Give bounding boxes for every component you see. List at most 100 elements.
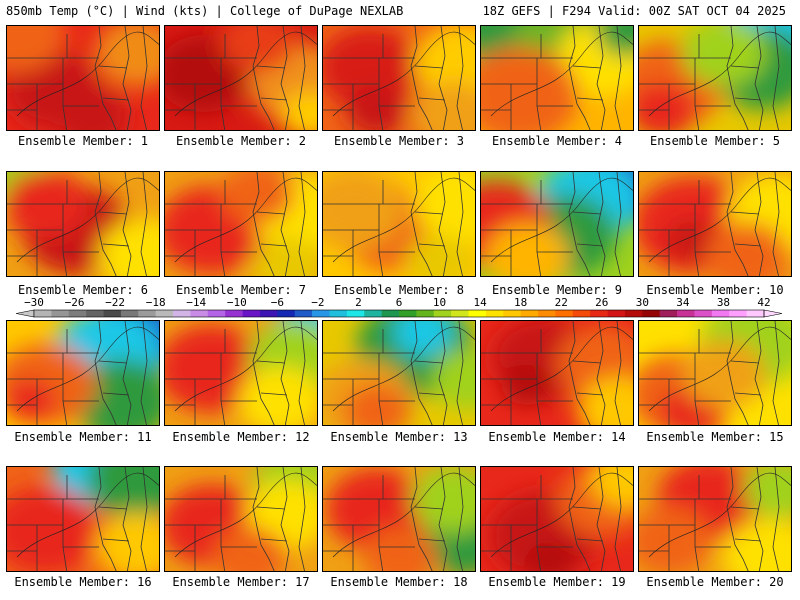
- ensemble-member-label: Ensemble Member: 12: [172, 430, 310, 444]
- temperature-region: [392, 321, 454, 357]
- colorbar-tick-label: −18: [146, 296, 166, 309]
- ensemble-member-map: [164, 171, 318, 277]
- colorbar-segment: [259, 310, 278, 317]
- ensemble-member-map: [322, 25, 476, 131]
- colorbar-segment: [607, 310, 626, 317]
- wind-streamline: [332, 31, 475, 117]
- colorbar-segment: [68, 310, 87, 317]
- ensemble-member-map: [322, 171, 476, 277]
- temperature-field: [639, 172, 791, 276]
- temperature-region: [238, 366, 317, 425]
- state-borders: [323, 26, 464, 130]
- colorbar-tick-label: −14: [186, 296, 206, 309]
- colorbar-segment: [433, 310, 452, 317]
- temperature-field: [165, 467, 317, 571]
- colorbar-segment: [520, 310, 539, 317]
- ensemble-member-label: Ensemble Member: 19: [488, 575, 626, 589]
- colorbar-segment: [346, 310, 365, 317]
- state-borders: [7, 321, 148, 425]
- colorbar-tick-label: 38: [717, 296, 730, 309]
- temperature-region: [280, 91, 317, 130]
- temperature-region: [577, 376, 633, 425]
- colorbar-segment: [711, 310, 730, 317]
- colorbar-tick-label: −30: [24, 296, 44, 309]
- wind-streamline: [16, 472, 159, 558]
- state-borders: [165, 321, 306, 425]
- state-borders: [481, 467, 622, 571]
- colorbar-tick-label: 14: [473, 296, 487, 309]
- temperature-region: [7, 172, 88, 239]
- colorbar-segment: [381, 310, 400, 317]
- colorbar-segment: [190, 310, 209, 317]
- chart-header-right: 18Z GEFS | F294 Valid: 00Z SAT OCT 04 20…: [482, 4, 786, 18]
- temperature-region: [323, 172, 405, 251]
- ensemble-member-map: [638, 466, 792, 572]
- colorbar-segment: [329, 310, 348, 317]
- colorbar-outline: [33, 309, 765, 318]
- temperature-field: [165, 172, 317, 276]
- colorbar-segment: [173, 310, 191, 317]
- ensemble-member-label: Ensemble Member: 17: [172, 575, 310, 589]
- temperature-region: [681, 26, 767, 87]
- temperature-region: [54, 85, 129, 130]
- colorbar-segment: [729, 310, 747, 317]
- temperature-field: [323, 321, 475, 425]
- state-borders: [7, 172, 148, 276]
- ensemble-member-label: Ensemble Member: 13: [330, 430, 468, 444]
- ensemble-member-map: [6, 25, 160, 131]
- temperature-region: [681, 339, 767, 409]
- wind-streamline: [490, 177, 633, 263]
- ensemble-member-label: Ensemble Member: 18: [330, 575, 468, 589]
- colorbar-tick-label: 6: [396, 296, 403, 309]
- ensemble-member-label: Ensemble Member: 15: [646, 430, 784, 444]
- temperature-region: [250, 237, 317, 276]
- temperature-field: [7, 172, 159, 276]
- colorbar-right-arrow: [763, 309, 783, 318]
- ensemble-member-label: Ensemble Member: 9: [491, 283, 623, 297]
- ensemble-member-label: Ensemble Member: 16: [14, 575, 152, 589]
- colorbar-tick-label: 34: [676, 296, 690, 309]
- ensemble-member-map: [480, 466, 634, 572]
- colorbar-segment: [590, 310, 608, 317]
- ensemble-member-label: Ensemble Member: 4: [491, 134, 623, 148]
- wind-streamline: [16, 326, 159, 412]
- colorbar-segment: [277, 310, 296, 317]
- colorbar-segment: [155, 310, 174, 317]
- temperature-field: [7, 321, 159, 425]
- ensemble-member-map: [164, 320, 318, 426]
- temperature-colorbar: −30 −26 −22 −18 −14 −10 −6 −2 2 6 10 14 18 22 26 30 34 38…: [15, 296, 783, 318]
- temperature-field: [639, 321, 791, 425]
- ensemble-member-map: [164, 466, 318, 572]
- ensemble-member-label: Ensemble Member: 14: [488, 430, 626, 444]
- temperature-region: [220, 26, 295, 73]
- colorbar-segment: [555, 310, 574, 317]
- wind-streamline: [648, 472, 791, 558]
- temperature-field: [323, 172, 475, 276]
- ensemble-member-label: Ensemble Member: 10: [646, 283, 784, 297]
- colorbar-tick-label: 30: [636, 296, 649, 309]
- ensemble-member-label: Ensemble Member: 8: [333, 283, 465, 297]
- ensemble-member-map: [638, 320, 792, 426]
- temperature-field: [165, 26, 317, 130]
- temperature-region: [7, 26, 66, 73]
- colorbar-tick-label: −2: [311, 296, 324, 309]
- ensemble-member-label: Ensemble Member: 20: [646, 575, 784, 589]
- colorbar-segment: [312, 310, 330, 317]
- ensemble-member-map: [6, 466, 160, 572]
- colorbar-segment: [677, 310, 695, 317]
- wind-streamline: [16, 31, 159, 117]
- colorbar-segment: [51, 310, 70, 317]
- temperature-field: [481, 467, 633, 571]
- colorbar-segment: [503, 310, 521, 317]
- temperature-field: [481, 26, 633, 130]
- temperature-region: [596, 26, 633, 57]
- temperature-region: [481, 46, 579, 130]
- ensemble-member-label: Ensemble Member: 2: [175, 134, 307, 148]
- colorbar-tick-label: −26: [65, 296, 85, 309]
- state-borders: [7, 26, 148, 130]
- colorbar-segment: [138, 310, 156, 317]
- colorbar-segment: [294, 310, 313, 317]
- wind-streamline: [174, 31, 317, 117]
- temperature-region: [411, 467, 475, 534]
- state-borders: [481, 321, 622, 425]
